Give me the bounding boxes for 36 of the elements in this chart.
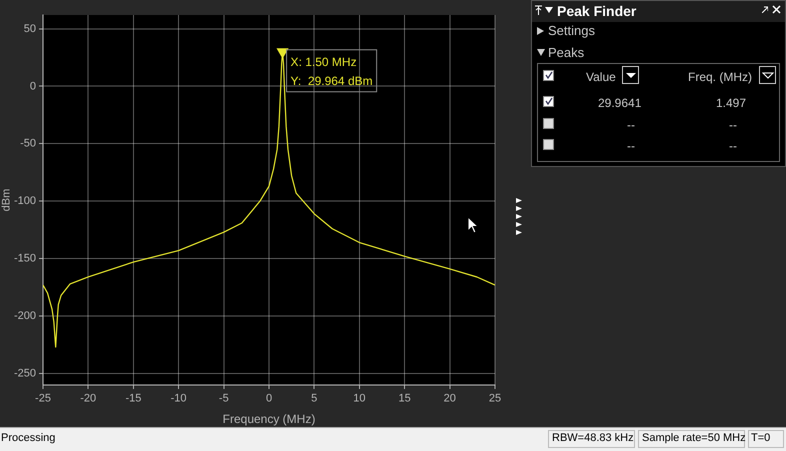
text: Peak Finder [557,3,636,19]
x-tick-label: 5 [311,392,318,405]
x-tick-label: 20 [444,392,456,405]
y-tick-label: -250 [14,368,36,380]
y-tick-label: 0 [30,80,36,92]
x-tick-label: -20 [80,392,96,405]
text: Freq. (MHz) [688,70,752,84]
x-axis-title: Frequency (MHz) [222,412,316,426]
x-tick-label: -25 [35,392,51,405]
x-tick-label: 10 [353,392,366,405]
x-tick-label: 15 [398,392,411,405]
y-tick-label: -100 [14,195,36,208]
x-tick-label: 25 [488,392,502,405]
text: 1.497 [716,96,746,110]
y-tick-label: -200 [14,310,36,322]
text: Settings [548,23,595,38]
text: -- [627,139,635,153]
text: Peaks [548,45,584,60]
x-tick-label: 0 [266,392,272,405]
x-tick-label: -15 [125,392,142,405]
text: -- [627,118,635,132]
text: 29.9641 [598,96,642,110]
text: T=0 [751,432,770,444]
y-tick-label: 50 [24,22,36,35]
text: Sample rate=50 MHz [642,432,746,444]
text: -- [729,118,737,132]
x-tick-label: -5 [218,392,229,405]
x-tick-label: -10 [170,392,187,405]
y-axis-title: dBm [0,188,13,212]
text: Value [586,70,616,84]
text: RBW=48.83 kHz [552,432,634,444]
text: -- [729,139,737,153]
y-tick-label: -150 [14,252,36,265]
y-tick-label: -50 [20,138,36,150]
annotation: X: 1.50 MHz Y: 29.964 dBm [290,55,373,88]
text: Processing [1,432,56,444]
